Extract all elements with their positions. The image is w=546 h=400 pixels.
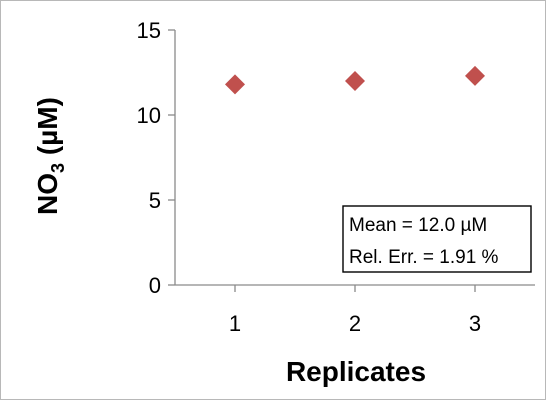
stats-relerr-text: Rel. Err. = 1.91 % — [349, 247, 499, 268]
y-tick-label: 5 — [149, 188, 161, 213]
stats-mean-text: Mean = 12.0 µM — [349, 215, 487, 236]
data-points — [225, 65, 485, 95]
data-point-diamond — [465, 65, 485, 86]
x-tick-label: 1 — [229, 311, 241, 336]
y-axis-title-main: NO — [32, 173, 63, 215]
y-tick-label: 15 — [137, 18, 161, 43]
x-tick-label: 2 — [349, 311, 361, 336]
y-ticks: 0 5 10 15 — [137, 18, 175, 298]
x-tick-label: 3 — [469, 311, 481, 336]
y-axis-title-subscript: 3 — [48, 163, 68, 173]
y-tick-label: 0 — [149, 273, 161, 298]
data-point-diamond — [345, 71, 365, 91]
data-point-diamond — [225, 74, 245, 95]
stats-annotation-box — [342, 205, 532, 273]
y-tick-label: 10 — [137, 103, 161, 128]
x-ticks: 1 2 3 — [229, 285, 481, 336]
stats-annotation: Mean = 12.0 µM Rel. Err. = 1.91 % — [342, 205, 532, 273]
y-axis-title: NO3 (µM) — [32, 97, 68, 215]
x-axis-title: Replicates — [286, 356, 426, 387]
y-axis-title-unit: (µM) — [32, 97, 63, 163]
